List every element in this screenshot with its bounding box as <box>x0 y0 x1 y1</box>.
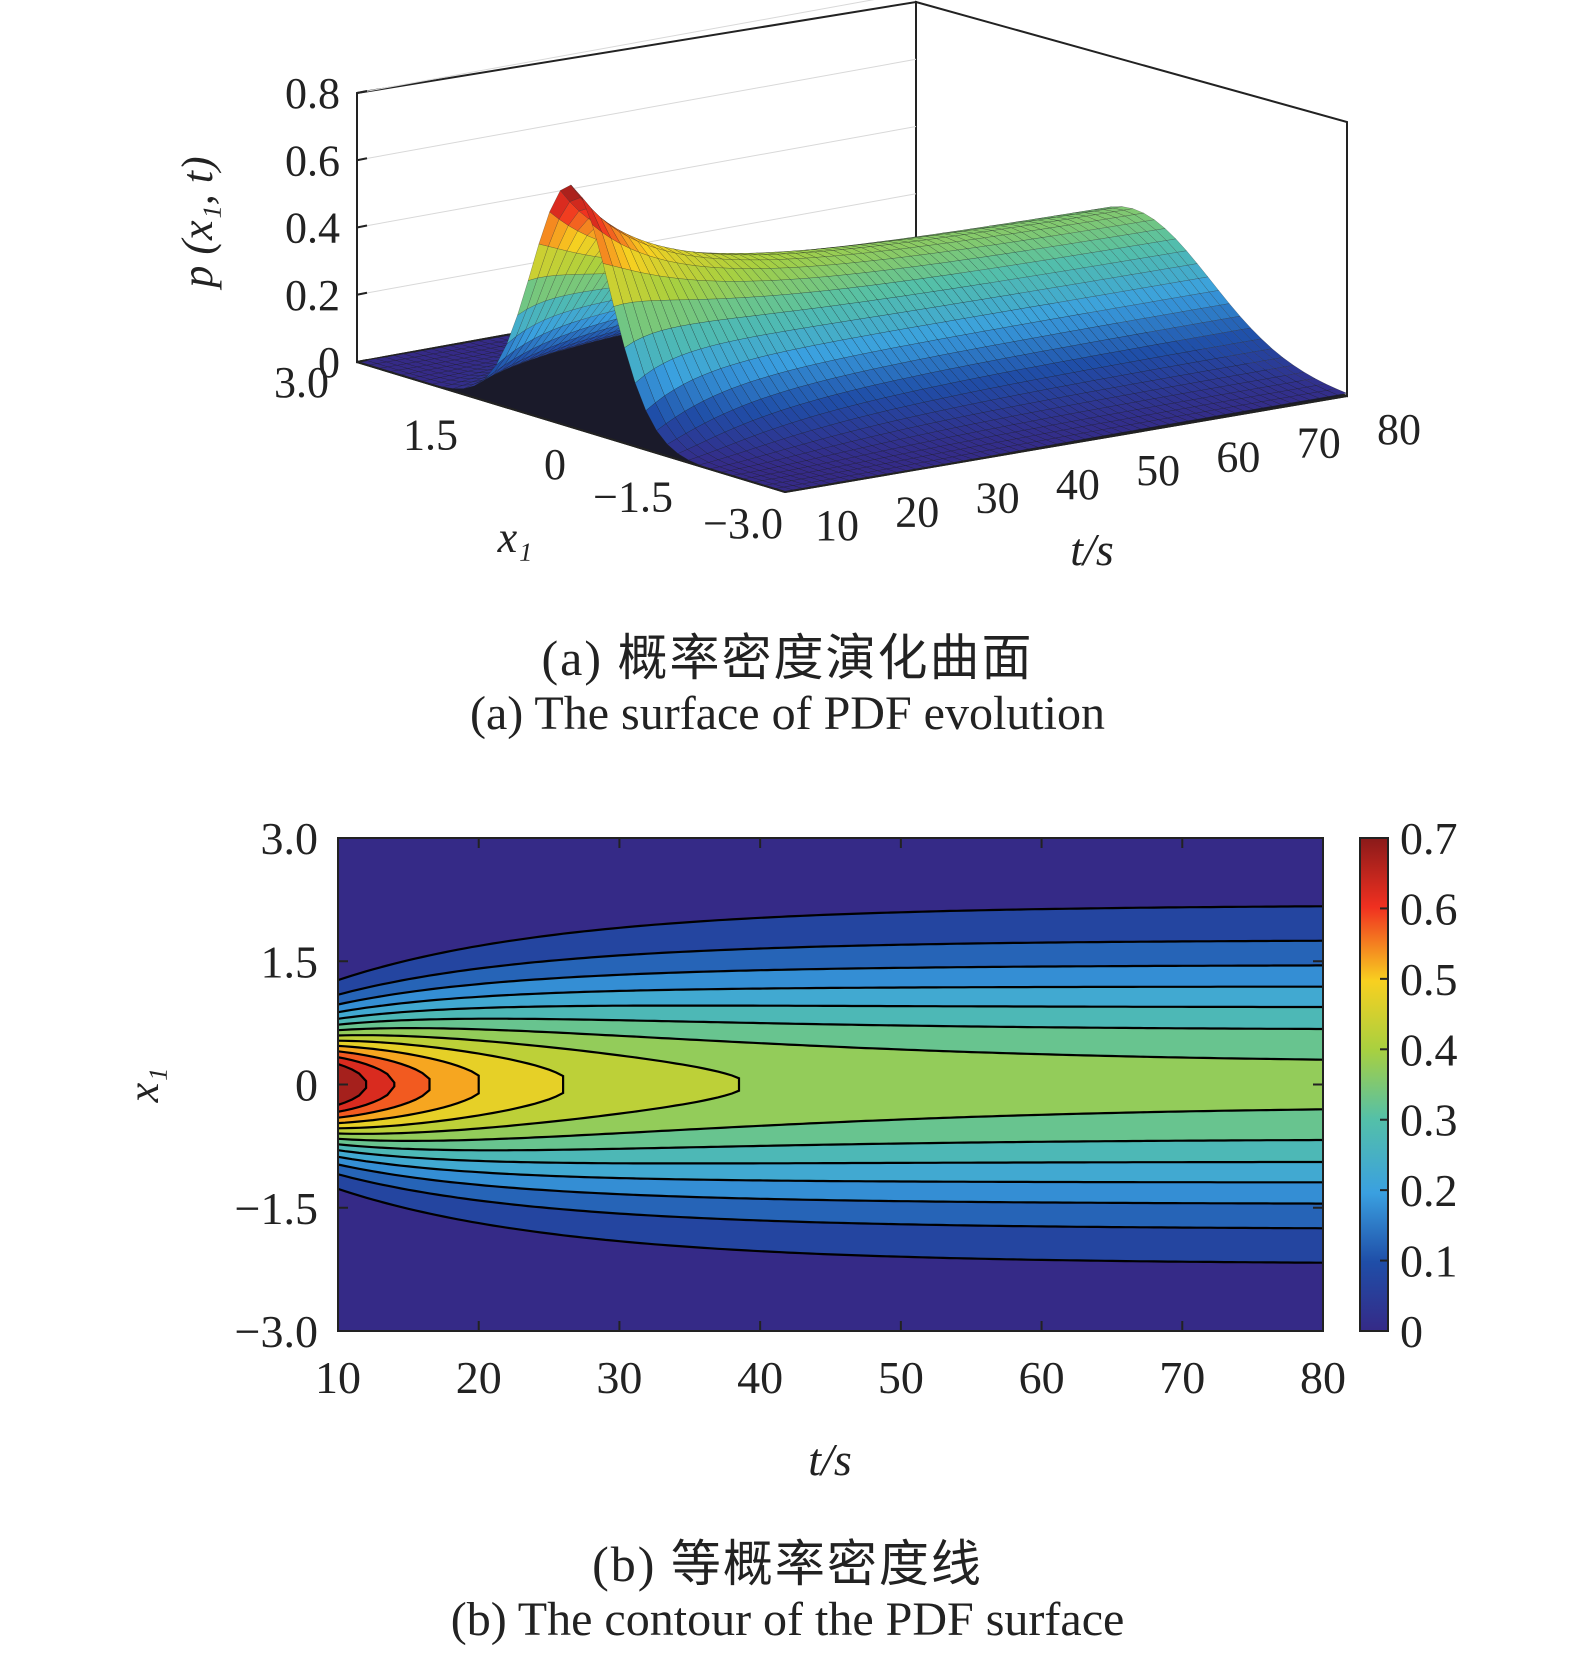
surface-z-tick-mark <box>356 157 368 162</box>
colorbar-tick-label: 0.4 <box>1400 1024 1458 1075</box>
surface-x-tick-label: −1.5 <box>593 473 673 522</box>
contour-line <box>338 1017 1323 1031</box>
contour-line <box>338 1108 1323 1142</box>
colorbar-ticks: 0 0.1 0.2 0.3 0.4 0.5 0.6 0.7 <box>1380 813 1458 1357</box>
contour-line <box>338 964 1323 1006</box>
contour-line <box>338 1039 565 1130</box>
contour-line <box>338 1034 741 1135</box>
surface-x-tick-label: 1.5 <box>403 411 458 460</box>
contour-x-tick-label: 40 <box>737 1352 783 1403</box>
surface-t-tick-label: 50 <box>1136 446 1180 495</box>
contour-fills <box>338 906 1323 1263</box>
contour-line <box>338 1163 1323 1205</box>
contour-x-tick-label: 30 <box>596 1352 642 1403</box>
colorbar-tick-label: 0.6 <box>1400 883 1458 934</box>
contour-line <box>338 1027 1323 1061</box>
contour-x-axis-label: t/s <box>808 1434 851 1485</box>
contour-line <box>338 1187 1323 1264</box>
colorbar <box>1359 837 1389 1332</box>
surface-t-tick-label: 70 <box>1297 419 1341 468</box>
surface-z-tick-label: 0.4 <box>285 204 340 253</box>
surface-z-tick-mark <box>356 224 368 229</box>
contour-y-tick-label: 0 <box>295 1060 318 1111</box>
contour-x-tick-label: 60 <box>1019 1352 1065 1403</box>
surface-plot: 0 0.2 0.4 0.6 0.8 3.0 1.5 0 −1.5 −3.0 10 20 30 40 50… <box>173 0 1421 575</box>
colorbar-tick-label: 0.2 <box>1400 1165 1458 1216</box>
colorbar-tick-label: 0.3 <box>1400 1095 1458 1146</box>
contour-line <box>338 1138 1323 1152</box>
contour-y-tick-label: −3.0 <box>235 1306 318 1357</box>
surface-t-tick-label: 80 <box>1377 405 1421 454</box>
surface-z-tick-label: 0.8 <box>285 69 340 118</box>
surface-z-tick-mark <box>356 359 368 363</box>
surface-x-tick-label: −3.0 <box>703 499 783 548</box>
surface-gridline <box>356 0 875 94</box>
contour-x-tick-label: 20 <box>456 1352 502 1403</box>
contour-plot: 10 20 30 40 50 60 70 80 3.01.50−1.5−3.0 t/s x₁ … <box>119 813 1458 1485</box>
colorbar-tick-label: 0.7 <box>1400 813 1458 864</box>
colorbar-tick-label: 0.5 <box>1400 954 1458 1005</box>
contour-y-tick-label: −1.5 <box>235 1183 318 1234</box>
contour-lines <box>338 905 1323 1264</box>
surface-x-tick-label: 3.0 <box>274 358 329 407</box>
contour-x-tick-label: 70 <box>1159 1352 1205 1403</box>
surface-z-ticks: 0 0.2 0.4 0.6 0.8 <box>285 69 368 387</box>
surface-x-axis-label: x₁ <box>497 513 533 562</box>
colorbar-tick-label: 0 <box>1400 1306 1423 1357</box>
surface-gridline <box>356 126 917 228</box>
surface-z-tick-mark <box>356 291 368 296</box>
contour-line <box>338 1004 1323 1020</box>
contour-line <box>338 1063 368 1106</box>
surface-t-tick-label: 30 <box>976 474 1020 523</box>
surface-t-ticks: 10 20 30 40 50 60 70 80 <box>815 405 1421 550</box>
surface-z-axis-label: p (x₁, t) <box>173 156 222 290</box>
contour-line <box>338 1155 1323 1184</box>
surface-edge-x <box>356 361 786 493</box>
surface-z-tick-label: 0.2 <box>285 271 340 320</box>
surface-z-tick-label: 0 <box>318 338 340 387</box>
contour-y-tick-label: 3.0 <box>261 813 319 864</box>
contour-line <box>338 1044 480 1125</box>
caption-b-english: (b) The contour of the PDF surface <box>450 1593 1125 1646</box>
surface-mesh <box>356 184 1348 493</box>
surface-edge-t <box>784 395 1348 493</box>
colorbar-tick-label: 0.1 <box>1400 1236 1458 1287</box>
surface-t-tick-label: 60 <box>1216 432 1260 481</box>
surface-z-tick-label: 0.6 <box>285 136 340 185</box>
contour-line <box>338 939 1323 996</box>
contour-line <box>338 1149 1323 1165</box>
contour-y-tick-label: 1.5 <box>261 936 319 987</box>
contour-x-tick-label: 10 <box>315 1352 361 1403</box>
surface-t-tick-label: 10 <box>815 501 859 550</box>
contour-line <box>338 1173 1323 1230</box>
surface-t-tick-label: 20 <box>895 487 939 536</box>
caption-b-chinese: (b) 等概率密度线 <box>592 1536 983 1592</box>
surface-t-axis-label: t/s <box>1070 524 1113 575</box>
caption-a-english: (a) The surface of PDF evolution <box>470 687 1105 740</box>
contour-line <box>338 905 1323 982</box>
surface-z-tick-mark <box>356 90 368 94</box>
contour-line <box>338 1056 396 1113</box>
contour-x-ticks: 10 20 30 40 50 60 70 80 <box>315 838 1346 1403</box>
contour-y-axis-label: x₁ <box>119 1068 168 1104</box>
contour-x-tick-label: 80 <box>1300 1352 1346 1403</box>
surface-x-ticks: 3.0 1.5 0 −1.5 −3.0 <box>274 358 783 548</box>
surface-x-tick-label: 0 <box>544 440 566 489</box>
caption-a-chinese: (a) 概率密度演化曲面 <box>541 630 1034 686</box>
contour-line <box>338 985 1323 1014</box>
surface-gridline <box>356 58 917 161</box>
surface-t-tick-label: 40 <box>1056 460 1100 509</box>
contour-x-tick-label: 50 <box>878 1352 924 1403</box>
contour-y-ticks: 3.0 1.5 0 −1.5 −3.0 <box>235 813 1323 1357</box>
contour-line <box>338 1050 431 1119</box>
